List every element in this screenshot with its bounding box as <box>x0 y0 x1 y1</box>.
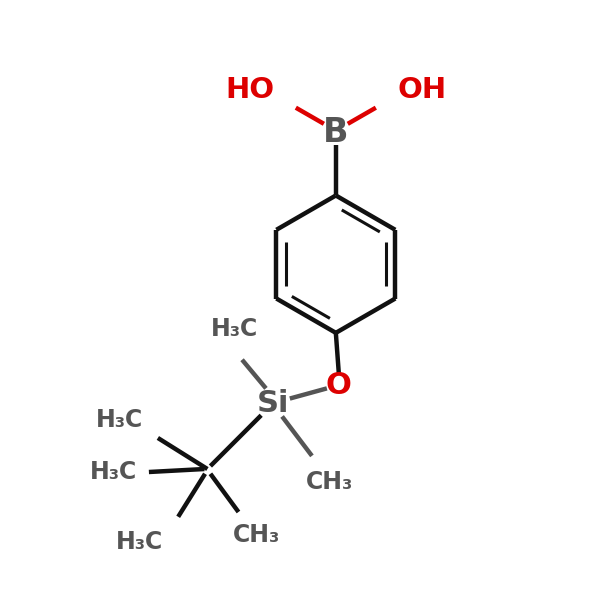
Text: B: B <box>323 116 349 149</box>
Text: Si: Si <box>257 389 289 418</box>
Text: OH: OH <box>397 76 446 104</box>
Text: H₃C: H₃C <box>90 460 137 484</box>
Text: CH₃: CH₃ <box>306 470 353 494</box>
Text: H₃C: H₃C <box>115 530 163 554</box>
Text: H₃C: H₃C <box>211 317 258 341</box>
Text: CH₃: CH₃ <box>233 523 280 547</box>
Text: H₃C: H₃C <box>96 408 143 432</box>
Text: O: O <box>326 371 352 400</box>
Text: HO: HO <box>225 76 274 104</box>
